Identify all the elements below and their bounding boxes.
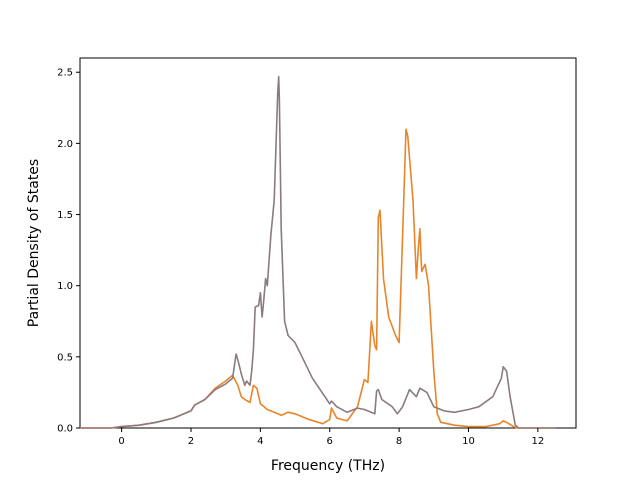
x-tick-label: 2 xyxy=(188,436,194,447)
plot-frame xyxy=(79,57,577,429)
x-tick-label: 10 xyxy=(462,436,475,447)
y-axis-label: Partial Density of States xyxy=(26,159,42,327)
y-tick-label: 1.5 xyxy=(57,210,73,221)
x-tick-label: 0 xyxy=(118,436,124,447)
y-tick-label: 2.0 xyxy=(57,139,73,150)
x-tick-label: 6 xyxy=(327,436,333,447)
y-tick-label: 0.5 xyxy=(57,352,73,363)
x-axis-label: Frequency (THz) xyxy=(271,458,385,474)
y-tick-label: 0.0 xyxy=(57,424,73,435)
x-tick-label: 8 xyxy=(396,436,402,447)
x-axis-ticks: 0 2 4 6 8 10 12 xyxy=(118,428,544,447)
x-tick-label: 4 xyxy=(257,436,263,447)
x-tick-label: 12 xyxy=(531,436,544,447)
series-line-1 xyxy=(80,128,556,429)
y-tick-label: 2.5 xyxy=(57,68,73,79)
series-layer xyxy=(80,75,556,429)
y-axis-ticks: 0.0 0.5 1.0 1.5 2.0 2.5 xyxy=(57,68,80,435)
plot-area xyxy=(79,57,577,429)
y-tick-label: 1.0 xyxy=(57,281,73,292)
series-line-2 xyxy=(80,75,556,429)
